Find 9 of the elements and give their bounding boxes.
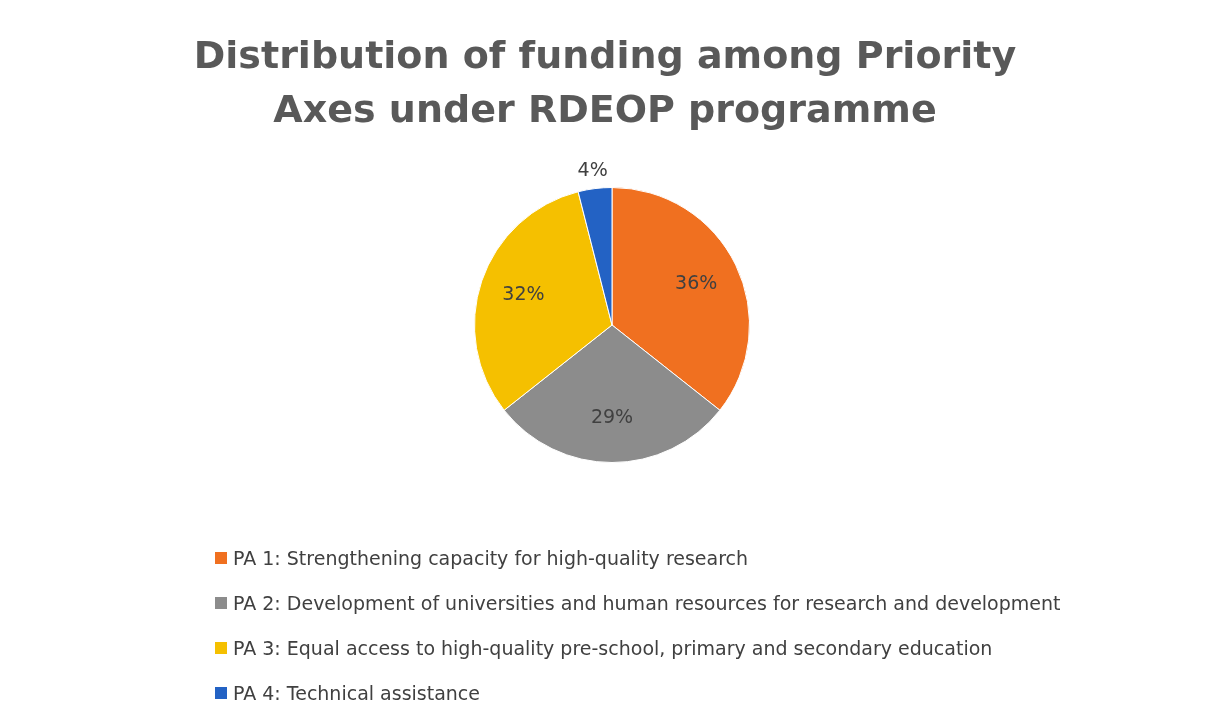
legend-label: PA 4: Technical assistance bbox=[233, 681, 480, 704]
data-label: 29% bbox=[590, 405, 634, 428]
chart-title: Distribution of funding among Priority Axes under RDEOP programme bbox=[192, 32, 1018, 133]
data-label: 32% bbox=[502, 281, 545, 304]
data-label: 36% bbox=[675, 271, 718, 294]
legend-label: PA 1: Strengthening capacity for high-quality research bbox=[233, 546, 749, 569]
legend-label: PA 2: Development of universities and human resources for research and development bbox=[233, 591, 1061, 614]
data-label: 4% bbox=[577, 157, 608, 180]
legend-label: PA 3: Equal access to high-quality pre-school, primary and secondary education bbox=[233, 636, 993, 659]
